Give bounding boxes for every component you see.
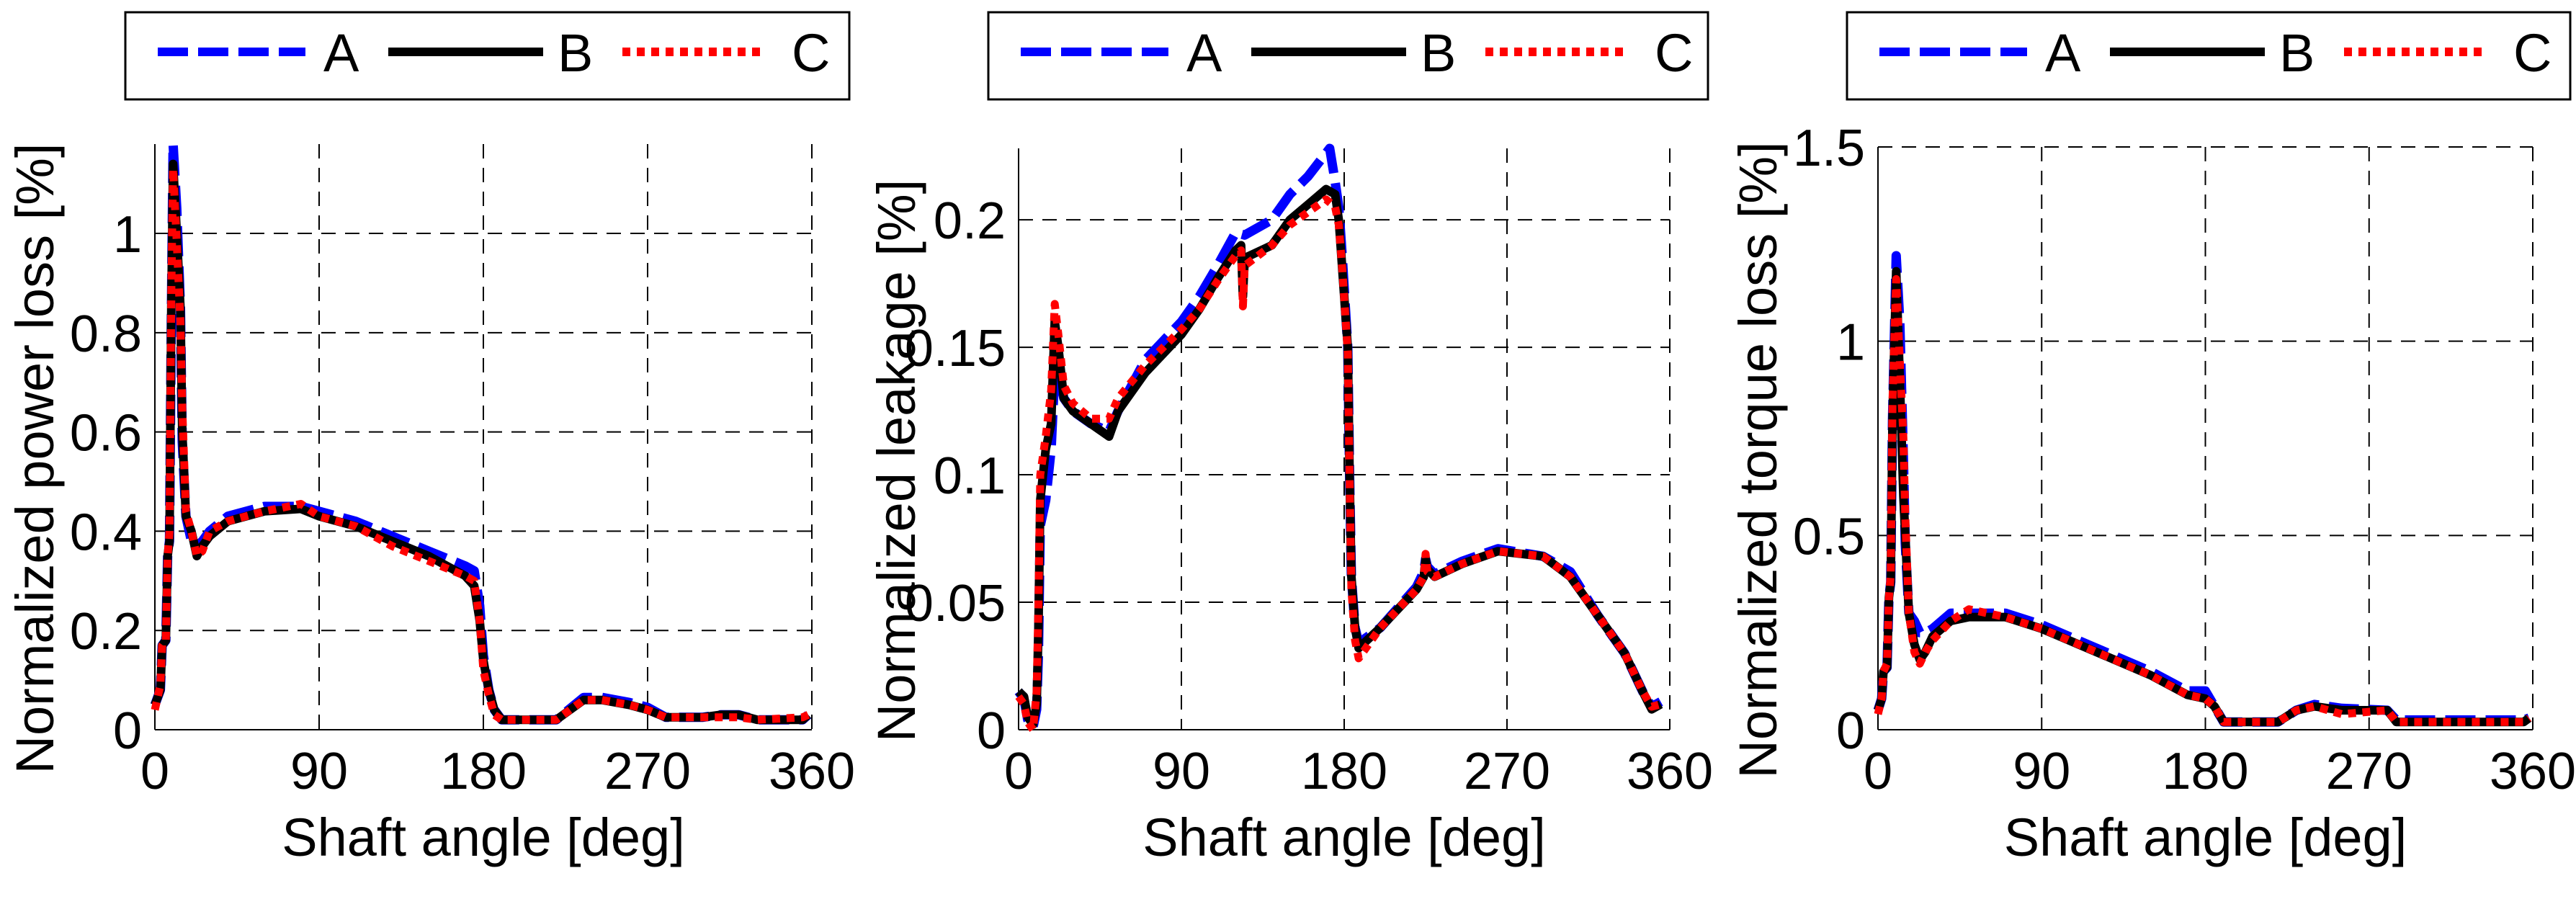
x-tick-label: 270 xyxy=(2326,743,2412,800)
legend-label-B: B xyxy=(2279,23,2315,83)
x-axis-label: Shaft angle [deg] xyxy=(282,808,685,867)
y-tick-label: 0.1 xyxy=(934,447,1006,505)
y-tick-label: 0.05 xyxy=(905,575,1006,632)
series-line-B xyxy=(1874,267,2532,727)
y-tick-label: 0.2 xyxy=(70,603,142,661)
x-tick-label: 360 xyxy=(1627,743,1713,800)
y-axis-label: Normalized power loss [%] xyxy=(5,143,65,774)
y-tick-label: 0 xyxy=(1836,702,1865,760)
chart-panel-2: A B C 0 90 180 270 360 0 0.05 0.1 0.15 0.2 Shaft angl… xyxy=(867,11,1713,867)
legend: A B C xyxy=(987,11,1709,101)
y-tick-label: 0.6 xyxy=(70,405,142,462)
x-tick-label: 90 xyxy=(2013,743,2070,800)
y-tick-label: 0.4 xyxy=(70,504,142,561)
legend-label-B: B xyxy=(558,23,593,83)
x-tick-label: 0 xyxy=(1004,743,1033,800)
x-tick-label: 90 xyxy=(290,743,348,800)
x-tick-label: 180 xyxy=(440,743,527,800)
x-tick-label: 360 xyxy=(769,743,855,800)
chart-panel-1: A B C 0 90 180 270 360 0 0.2 0.4 0.6 0.8 1 Shaft angle… xyxy=(5,11,855,867)
x-tick-label: 90 xyxy=(1153,743,1210,800)
x-tick-label: 270 xyxy=(604,743,691,800)
series-line-C xyxy=(151,164,810,724)
x-axis-label: Shaft angle [deg] xyxy=(2004,808,2407,867)
x-tick-label: 0 xyxy=(1864,743,1892,800)
legend-label-C: C xyxy=(1655,23,1693,83)
y-tick-label: 1.5 xyxy=(1793,120,1865,177)
x-tick-label: 180 xyxy=(2162,743,2248,800)
chart-panel-3: A B C 0 90 180 270 360 0 0.5 1 1.5 Shaft angle [deg]… xyxy=(1728,11,2576,867)
y-axis-label: Normalized torque loss [%] xyxy=(1728,141,1788,778)
legend-label-C: C xyxy=(2513,23,2552,83)
x-axis-label: Shaft angle [deg] xyxy=(1142,808,1546,867)
y-tick-label: 0.8 xyxy=(70,305,142,363)
y-tick-label: 0.15 xyxy=(905,320,1006,377)
x-tick-label: 0 xyxy=(140,743,169,800)
y-tick-label: 1 xyxy=(1836,314,1865,372)
legend: A B C xyxy=(1846,11,2572,101)
y-tick-label: 0 xyxy=(977,702,1006,760)
y-tick-label: 1 xyxy=(113,206,142,264)
x-tick-label: 360 xyxy=(2490,743,2576,800)
y-axis-label: Normalized leakage [%] xyxy=(867,179,926,742)
series-line-C xyxy=(1015,195,1662,734)
x-tick-label: 270 xyxy=(1464,743,1550,800)
legend: A B C xyxy=(124,11,851,101)
y-tick-label: 0.2 xyxy=(934,192,1006,250)
y-tick-label: 0 xyxy=(113,702,142,760)
legend-label-A: A xyxy=(1186,23,1222,83)
legend-label-B: B xyxy=(1421,23,1456,83)
x-tick-label: 180 xyxy=(1301,743,1387,800)
legend-label-C: C xyxy=(792,23,830,83)
legend-label-A: A xyxy=(2045,23,2081,83)
series-line-A xyxy=(1873,251,2531,727)
y-tick-label: 0.5 xyxy=(1793,508,1865,565)
legend-label-A: A xyxy=(323,23,359,83)
series-line-C xyxy=(1874,274,2532,726)
